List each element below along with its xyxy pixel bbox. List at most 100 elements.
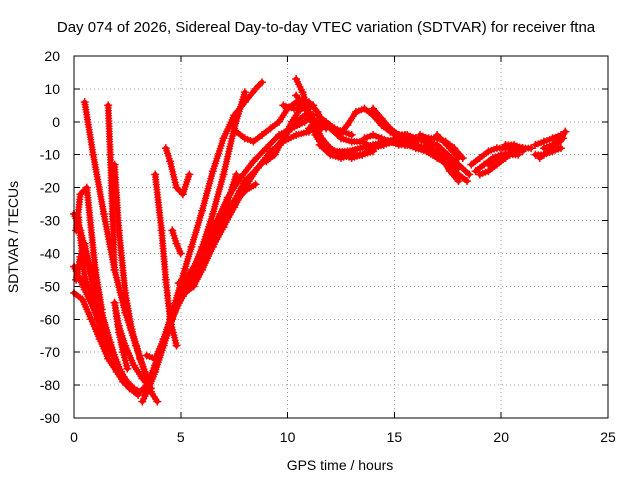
data-point <box>230 111 239 120</box>
data-point <box>112 367 121 376</box>
data-point <box>121 288 130 297</box>
data-point <box>424 134 433 143</box>
series-arc-17 <box>168 226 185 258</box>
series-line <box>434 132 461 161</box>
data-point <box>240 186 249 195</box>
y-tick-label: -40 <box>40 245 60 261</box>
data-point <box>322 117 331 126</box>
data-point <box>138 397 147 406</box>
data-point <box>87 315 96 324</box>
data-point <box>123 364 132 373</box>
data-point <box>561 127 570 136</box>
data-point <box>484 147 493 156</box>
data-point <box>72 275 81 284</box>
y-tick-label: -20 <box>40 180 60 196</box>
data-point <box>535 154 544 163</box>
data-point <box>433 130 442 139</box>
data-point <box>157 226 166 235</box>
data-point <box>347 130 356 139</box>
data-point <box>334 130 343 139</box>
data-point <box>151 170 160 179</box>
data-point <box>262 144 271 153</box>
data-point <box>187 242 196 251</box>
data-point <box>439 137 448 146</box>
data-point <box>471 167 480 176</box>
data-point <box>108 209 117 218</box>
data-point <box>454 163 463 172</box>
data-point <box>102 341 111 350</box>
data-point <box>114 328 123 337</box>
data-point <box>208 167 217 176</box>
y-tick-label: -30 <box>40 213 60 229</box>
data-point <box>198 206 207 215</box>
series-line <box>144 79 265 362</box>
data-point <box>298 88 307 97</box>
data-point <box>240 134 249 143</box>
data-point <box>492 154 501 163</box>
x-axis-tick-labels: 0 5 10 15 20 25 <box>70 429 616 445</box>
data-point <box>416 130 425 139</box>
data-point <box>313 111 322 120</box>
data-point <box>257 78 266 87</box>
data-point <box>127 325 136 334</box>
data-point <box>317 134 326 143</box>
data-point <box>119 377 128 386</box>
data-point <box>501 150 510 159</box>
data-point <box>146 374 155 383</box>
y-tick-label: 20 <box>44 48 60 64</box>
data-point <box>377 134 386 143</box>
data-point <box>475 154 484 163</box>
data-point <box>386 137 395 146</box>
data-point <box>208 209 217 218</box>
series-arc-34 <box>401 140 463 172</box>
data-point <box>168 226 177 235</box>
data-point <box>219 216 228 225</box>
data-point <box>539 137 548 146</box>
y-tick-label: -10 <box>40 147 60 163</box>
data-point <box>129 361 138 370</box>
data-point <box>236 173 245 182</box>
data-point <box>270 150 279 159</box>
data-point <box>76 190 85 199</box>
data-point <box>337 154 345 163</box>
y-tick-label: 10 <box>44 81 60 97</box>
data-point <box>172 239 181 248</box>
data-point <box>91 265 100 274</box>
data-point <box>136 354 145 363</box>
data-point <box>89 150 98 159</box>
data-point <box>114 226 123 235</box>
series-arc-28 <box>304 117 378 153</box>
data-point <box>138 374 147 383</box>
data-point <box>91 308 100 317</box>
data-point <box>290 104 299 113</box>
data-point <box>443 154 452 163</box>
y-tick-label: -60 <box>40 311 60 327</box>
data-point <box>422 144 431 153</box>
data-point <box>161 275 170 284</box>
x-tick-label: 25 <box>600 429 616 445</box>
series-arc-15 <box>151 170 181 350</box>
data-point <box>74 213 83 222</box>
data-point <box>548 134 557 143</box>
series-arc-21 <box>210 180 260 241</box>
data-point <box>467 160 476 169</box>
data-point <box>202 249 211 258</box>
data-point <box>351 107 360 116</box>
data-point <box>232 170 241 179</box>
series-arc-4 <box>72 183 106 314</box>
data-point <box>172 183 181 192</box>
data-point <box>251 84 260 93</box>
data-point <box>275 117 284 126</box>
data-point <box>510 140 519 149</box>
data-point <box>557 144 566 153</box>
series-arc-14 <box>142 78 266 363</box>
data-point <box>125 384 134 393</box>
data-point <box>82 183 91 192</box>
data-point <box>379 140 388 149</box>
data-point <box>219 170 228 179</box>
data-point <box>159 335 168 344</box>
data-point <box>360 134 369 143</box>
data-point <box>411 140 420 149</box>
series-arc-45 <box>531 130 566 149</box>
data-point <box>531 150 540 159</box>
